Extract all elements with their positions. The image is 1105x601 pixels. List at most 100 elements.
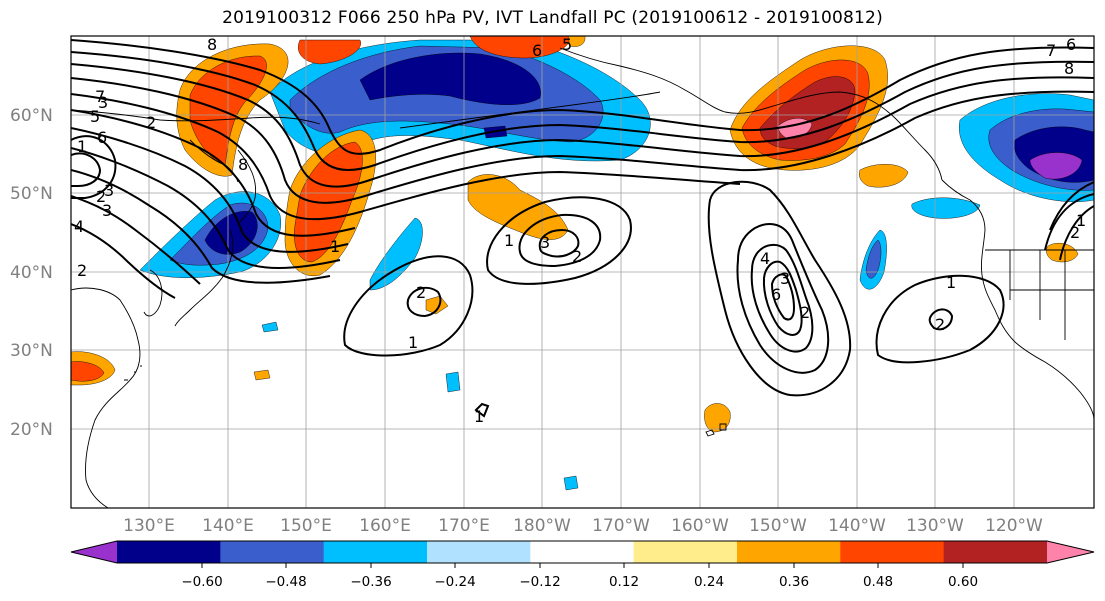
contour-central-1-inner [406,286,442,318]
contour-jet-11 [71,223,176,299]
coast-asia-mainland [71,287,141,508]
contour-label: 2 [146,113,156,132]
contour-central-2-core [538,228,580,258]
contour-label: 2 [800,303,810,322]
colorbar-tick-label: −0.24 [434,574,475,590]
contour-jet-3 [71,63,1094,188]
lon-label-170e: 170°E [438,516,490,536]
contour-label: 1 [474,407,484,426]
contour-jet-7 [71,127,349,253]
colorbar-tick-label: 0.48 [863,574,893,590]
contour-west-loop [71,135,117,199]
lat-label-50n: 50°N [10,184,53,204]
pv-positive-north-edge [469,36,571,59]
contour-label: 6 [1066,35,1076,54]
colorbar-segments [71,541,1094,563]
lon-label-170w: 170°W [592,516,650,536]
pv-positive-hawaii [704,403,731,433]
colorbar-outline [70,540,1095,564]
contour-label: 1 [504,231,514,250]
contour-label: 2 [416,283,426,302]
longitude-labels: 130°E 140°E 150°E 160°E 170°E 180°W 170°… [123,516,1043,536]
map-gridlines [71,36,1094,508]
contour-label: 2 [96,187,106,206]
colorbar-segment [737,541,841,563]
contour-150w-3 [750,244,814,353]
pv-negative-140w-core [865,239,882,279]
colorbar-tick-label: −0.48 [265,574,306,590]
contour-jet-6 [71,109,356,237]
contour-150w-4 [762,260,803,336]
contour-central-2 [486,196,632,285]
contour-jet-1 [71,39,1094,155]
contour-label: 5 [90,107,100,126]
contour-label: 1 [408,333,418,352]
contour-label: 3 [102,201,112,220]
contour-130w-1 [875,274,1005,364]
lon-label-120w: 120°W [985,516,1043,536]
contour-150w-5 [770,273,796,321]
colorbar-segment [530,541,635,563]
contour-label: 5 [562,35,572,54]
contour-east-2 [1044,193,1094,251]
coast-hawaii-1 [705,429,715,437]
pv-positive-dot-2 [253,369,271,381]
colorbar-tick-label: 0.12 [609,574,639,590]
colorbar-segment [943,541,1048,563]
coast-canada-west [941,179,1094,421]
colorbar-tick-label: −0.60 [181,574,222,590]
contour-label: 3 [780,269,790,288]
contour-150w-1 [707,180,852,397]
lon-label-180w: 180°W [513,516,571,536]
coast-alaska [559,47,943,181]
coast-siberia-north [71,109,321,125]
pv-negative-band-north-core [359,52,541,105]
pv-negative-dot-3 [563,475,579,491]
contour-label: 4 [74,217,84,236]
coast-korea [143,269,163,317]
colorbar-extend-high [1047,541,1094,563]
contour-label: 7 [1046,41,1056,60]
coast-islands-west [124,365,142,381]
contour-130w-inner [928,308,954,331]
contour-label: 2 [77,261,87,280]
contour-label: 1 [946,273,956,292]
contour-label: 2 [572,247,582,266]
contour-east-1 [1049,181,1094,231]
contour-jet-4 [71,77,1094,204]
contour-label: 1 [330,237,340,256]
contour-label: 7 [95,87,105,106]
colorbar-tick-label: −0.36 [350,574,391,590]
contour-label: 3 [540,233,550,252]
lon-label-130e: 130°E [123,516,175,536]
map-plot-area: 8 7 6 5 3 2 1 4 8 6 5 3 2 1 2 1 3 2 1 4 … [71,35,1094,508]
colorbar-ticks [201,563,964,568]
lon-label-160w: 160°W [671,516,729,536]
colorbar-segment [220,541,325,563]
colorbar-tick-label: 0.36 [779,574,809,590]
map-frame [70,35,1095,509]
colorbar-segment [633,541,738,563]
pv-positive-dot-1 [425,295,449,315]
contour-label: 6 [771,285,781,304]
contour-labels: 8 7 6 5 3 2 1 4 8 6 5 3 2 1 2 1 3 2 1 4 … [74,35,1086,426]
pv-negative-dot-2 [445,371,461,393]
lon-label-140e: 140°E [202,516,254,536]
colorbar-extend-low [71,541,117,563]
pv-negative-northeast-max [1029,152,1083,180]
lon-label-150e: 150°E [280,516,332,536]
contour-label: 6 [532,41,542,60]
contour-jet-10 [71,195,201,285]
pv-negative-dot-1 [261,321,279,333]
pv-positive-west-edge-inner [71,361,105,382]
colorbar-tick-label: 0.60 [948,574,978,590]
contour-150w-2 [736,223,830,374]
pv-shading [71,36,1094,491]
pv-negative-west-coast [911,197,981,219]
contour-jet-5 [71,93,741,221]
contour-label: 8 [1064,59,1074,78]
contour-small-1 [474,402,490,418]
colorbar: −0.60 −0.48 −0.36 −0.24 −0.12 0.12 0.24 … [70,540,1095,590]
pv-positive-east [859,164,909,188]
